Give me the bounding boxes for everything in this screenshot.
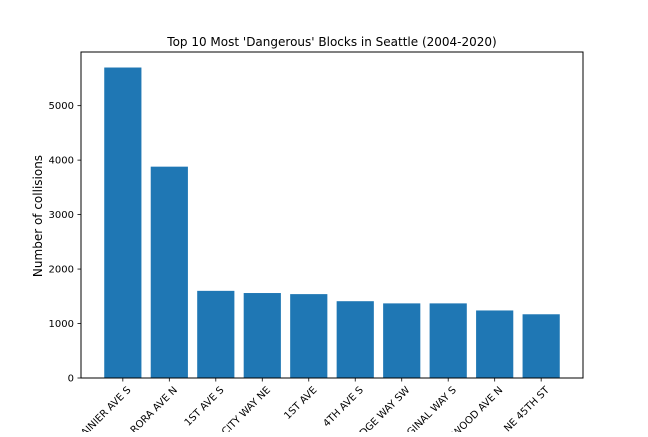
y-tick-label-0: 0 — [68, 374, 74, 385]
bar-6 — [383, 303, 421, 378]
y-tick-label-2: 2000 — [49, 265, 74, 276]
y-tick-label-3: 3000 — [49, 210, 74, 221]
bars-group — [104, 67, 560, 379]
bar-4 — [290, 294, 328, 378]
y-tick-label-5: 5000 — [49, 101, 74, 112]
bar-8 — [476, 310, 514, 378]
bar-7 — [429, 303, 467, 378]
chart-title: Top 10 Most 'Dangerous' Blocks in Seattl… — [166, 35, 496, 49]
bar-2 — [197, 290, 235, 378]
y-tick-label-1: 1000 — [49, 319, 74, 330]
bar-5 — [336, 301, 374, 378]
bar-0 — [104, 67, 142, 379]
y-tick-label-4: 4000 — [49, 156, 74, 167]
bar-9 — [522, 314, 560, 378]
bar-3 — [243, 293, 281, 378]
y-axis-ticks: 0 1000 2000 3000 4000 5000 — [49, 101, 81, 385]
y-axis-label: Number of collisions — [31, 155, 45, 277]
plot-frame — [80, 51, 584, 379]
bar-1 — [150, 166, 188, 378]
